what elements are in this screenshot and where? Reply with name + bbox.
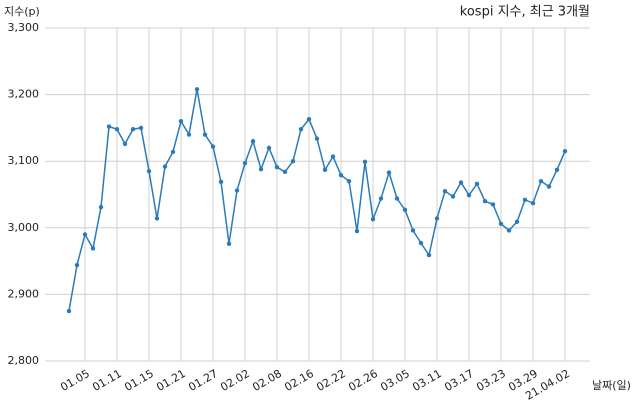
x-tick-label: 01.27 [186, 367, 220, 394]
point [106, 124, 112, 129]
point [346, 178, 352, 184]
x-tick-label: 01.21 [154, 367, 188, 394]
y-tick-label: 3,300 [8, 21, 40, 34]
point [482, 198, 488, 204]
point [362, 159, 368, 165]
point [162, 164, 168, 169]
point [490, 202, 496, 207]
x-tick-label: 01.05 [58, 367, 92, 394]
line [68, 89, 566, 312]
point [218, 179, 224, 185]
point [170, 149, 176, 155]
point [202, 132, 208, 137]
point [354, 228, 360, 234]
point [266, 145, 272, 151]
x-tick-label: 02.26 [346, 367, 380, 394]
point [402, 207, 408, 213]
point [538, 178, 544, 184]
point [370, 216, 376, 222]
point [114, 127, 120, 132]
x-tick-label: 02.16 [282, 367, 316, 394]
point [322, 167, 328, 173]
point [314, 136, 320, 141]
x-tick-label: 03.11 [410, 367, 444, 394]
point [90, 246, 96, 251]
x-tick-label: 01.15 [122, 367, 156, 394]
point [338, 172, 344, 178]
point [418, 240, 424, 246]
point [154, 216, 160, 221]
y-tick-label: 3,200 [8, 88, 40, 101]
point [146, 168, 152, 174]
point [178, 119, 184, 124]
point [506, 228, 512, 233]
point [74, 262, 80, 268]
point [274, 164, 280, 170]
x-tick-label: 03.17 [442, 367, 476, 394]
point [466, 192, 472, 198]
point [282, 169, 288, 175]
x-tick-label: 03.05 [378, 367, 412, 394]
y-tick-label: 2,800 [8, 354, 40, 367]
y-tick-label: 3,000 [8, 221, 40, 234]
point [210, 144, 216, 149]
point [186, 132, 192, 137]
y-tick-label: 3,100 [8, 154, 40, 167]
chart-title: kospi 지수, 최근 3개월 [460, 5, 590, 20]
point [386, 170, 392, 175]
point [250, 139, 256, 144]
point [546, 184, 552, 189]
point [306, 117, 312, 122]
point [82, 232, 88, 237]
point [130, 127, 136, 132]
point [98, 204, 104, 210]
point [122, 141, 128, 147]
point [290, 159, 296, 164]
point [298, 127, 304, 132]
point [450, 194, 456, 199]
point [330, 154, 336, 159]
point [234, 188, 240, 193]
point [66, 308, 72, 314]
point [394, 196, 400, 201]
point [194, 87, 200, 92]
point [522, 197, 528, 203]
point [554, 167, 560, 173]
y-axis-label: 지수(p) [4, 5, 40, 18]
point [226, 241, 232, 246]
point [426, 252, 432, 258]
point [458, 180, 464, 185]
point [410, 228, 416, 233]
x-tick-label: 02.22 [314, 367, 348, 394]
x-tick-label: 03.23 [474, 367, 508, 394]
point [514, 219, 520, 225]
y-tick-label: 2,900 [8, 287, 40, 300]
point [242, 160, 248, 166]
x-tick-label: 02.02 [218, 367, 252, 394]
point [474, 181, 480, 187]
point [258, 166, 264, 172]
point [442, 188, 448, 194]
point [498, 221, 504, 227]
point [562, 149, 568, 154]
point [138, 125, 144, 131]
x-axis-label: 날짜(일) [592, 378, 631, 392]
x-tick-label: 01.11 [90, 367, 124, 394]
x-tick-label: 02.08 [250, 367, 284, 394]
point [378, 196, 384, 201]
point [530, 200, 536, 206]
point [434, 216, 440, 221]
